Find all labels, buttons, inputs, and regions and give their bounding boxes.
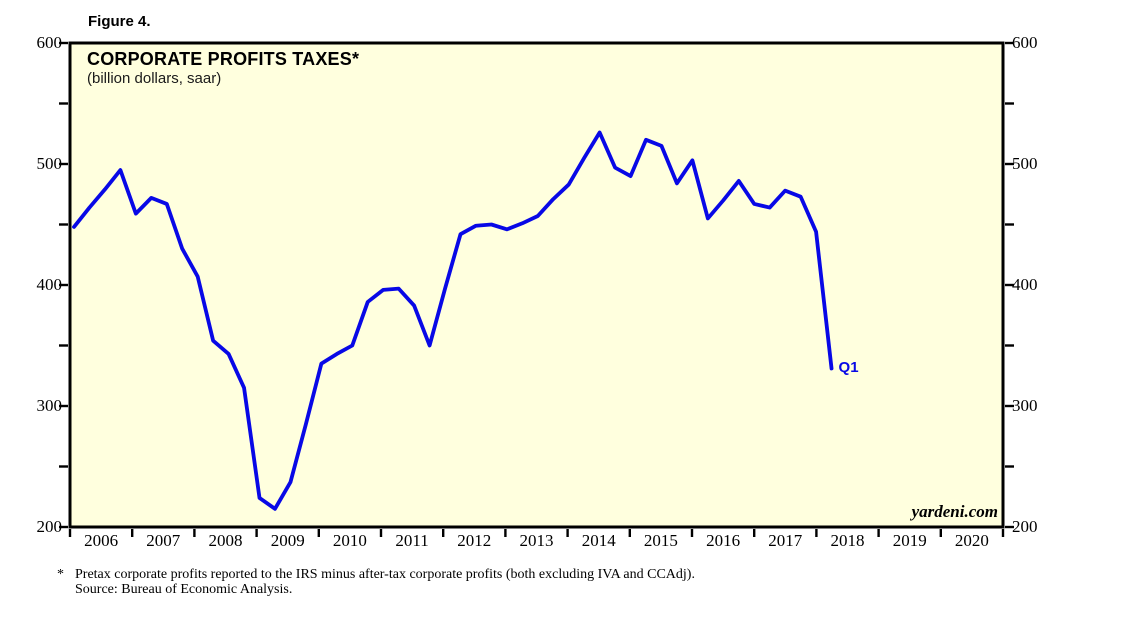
- x-axis-label-year: 2016: [706, 531, 741, 550]
- x-axis-label-year: 2014: [581, 531, 616, 550]
- y-axis-label-right: 500: [1012, 154, 1038, 173]
- x-axis-label-year: 2013: [519, 531, 554, 550]
- x-axis-label-year: 2015: [643, 531, 678, 550]
- y-axis-label-right: 200: [1012, 517, 1038, 536]
- y-axis-label-left: 300: [36, 396, 63, 415]
- y-axis-label-left: 500: [36, 154, 63, 173]
- x-axis-label-year: 2010: [332, 531, 367, 550]
- data-line-corporate-profits-taxes: [72, 130, 834, 511]
- x-axis-label-year: 2018: [830, 531, 865, 550]
- x-axis-label-year: 2012: [457, 531, 492, 550]
- x-axis-label-year: 2017: [768, 531, 803, 550]
- x-axis-label-year: 2020: [954, 531, 989, 550]
- y-axis-label-right: 400: [1012, 275, 1038, 294]
- x-axis-label-year: 2009: [270, 531, 305, 550]
- footnote-text: Pretax corporate profits reported to the…: [75, 567, 695, 582]
- y-axis-label-left: 400: [36, 275, 63, 294]
- x-axis-label-year: 2008: [208, 531, 243, 550]
- y-axis-label-left: 600: [36, 33, 63, 52]
- y-axis-label-right: 600: [1012, 33, 1038, 52]
- chart-title: CORPORATE PROFITS TAXES*: [87, 49, 360, 69]
- x-axis-label-year: 2019: [892, 531, 927, 550]
- y-axis-label-right: 300: [1012, 396, 1038, 415]
- chart-subtitle: (billion dollars, saar): [87, 70, 222, 87]
- y-axis-label-left: 200: [36, 517, 63, 536]
- footnote-asterisk: *: [57, 567, 64, 582]
- x-axis-label-year: 2007: [146, 531, 181, 550]
- x-axis-label-year: 2006: [84, 531, 119, 550]
- footnote-source: Source: Bureau of Economic Analysis.: [75, 582, 293, 597]
- figure-number-label: Figure 4.: [88, 13, 151, 30]
- x-axis-label-year: 2011: [395, 531, 429, 550]
- watermark-yardeni: yardeni.com: [911, 502, 998, 521]
- last-point-label: Q1: [838, 359, 859, 377]
- plot-frame: [68, 41, 1005, 529]
